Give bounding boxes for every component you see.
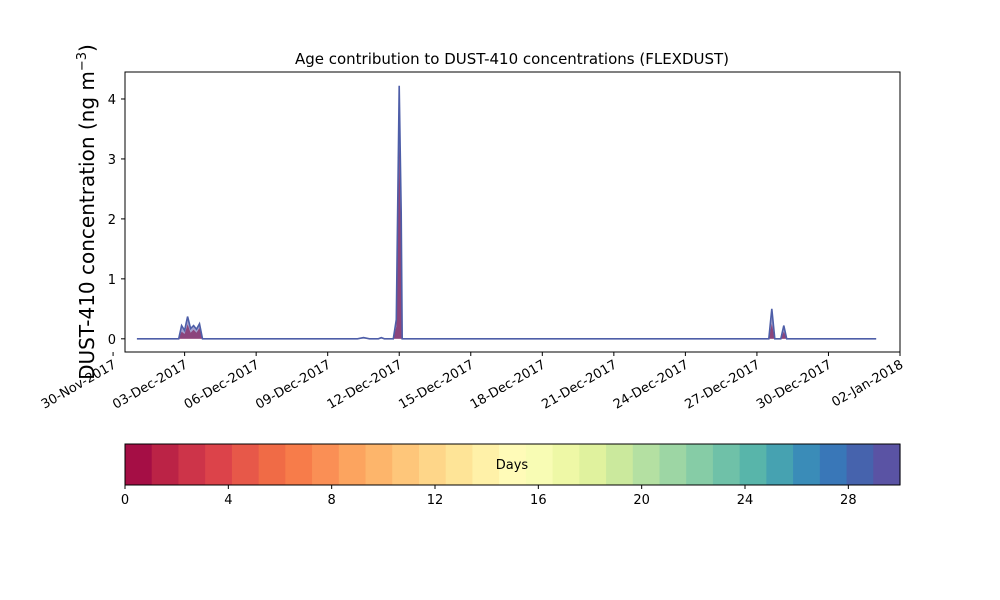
colorbar-segment xyxy=(739,444,767,485)
series-total-line xyxy=(136,85,877,340)
colorbar-segment xyxy=(819,444,848,485)
colorbar-frame xyxy=(124,443,901,486)
colorbar-tick-label: 12 xyxy=(427,493,444,508)
y-axis: 0 1 2 3 4 xyxy=(108,93,125,348)
colorbar-segment xyxy=(632,444,661,485)
axes-frame xyxy=(124,71,901,353)
colorbar-segment xyxy=(151,444,180,485)
y-axis-label: DUST-410 concentration (ng m−3) xyxy=(75,44,99,380)
colorbar-segment xyxy=(312,444,340,485)
y-tick-label: 0 xyxy=(108,333,116,348)
colorbar-segment xyxy=(499,444,527,485)
colorbar-label: Days xyxy=(496,458,529,473)
colorbar-segment xyxy=(205,444,233,485)
colorbar-segment xyxy=(392,444,420,485)
y-tick-label: 2 xyxy=(108,213,116,228)
colorbar-segment xyxy=(846,444,874,485)
colorbar-segment xyxy=(766,444,794,485)
colorbar-segment xyxy=(659,444,687,485)
plot-area xyxy=(124,71,901,353)
colorbar-segment xyxy=(472,444,500,485)
colorbar-segment xyxy=(125,444,153,485)
y-axis-label-main: DUST-410 concentration (ng m xyxy=(75,71,99,380)
chart-title: Age contribution to DUST-410 concentrati… xyxy=(295,50,729,68)
colorbar-segment xyxy=(418,444,447,485)
colorbar-tick-label: 28 xyxy=(840,493,857,508)
colorbar-segment xyxy=(712,444,741,485)
colorbar-segment xyxy=(338,444,367,485)
colorbar-segment xyxy=(793,444,821,485)
colorbar xyxy=(125,444,901,485)
colorbar-segment xyxy=(178,444,206,485)
y-tick-label: 4 xyxy=(108,93,116,108)
colorbar-segment xyxy=(231,444,260,485)
colorbar-segment xyxy=(606,444,634,485)
colorbar-segment xyxy=(258,444,286,485)
colorbar-tick-label: 4 xyxy=(224,493,232,508)
colorbar-tick-label: 24 xyxy=(737,493,754,508)
colorbar-segment xyxy=(873,444,901,485)
colorbar-segment xyxy=(285,444,313,485)
colorbar-tick-label: 16 xyxy=(530,493,547,508)
colorbar-tick-label: 0 xyxy=(121,493,129,508)
colorbar-segment xyxy=(686,444,714,485)
colorbar-segment xyxy=(445,444,474,485)
y-axis-label-close: ) xyxy=(75,44,99,52)
colorbar-tick-label: 8 xyxy=(328,493,336,508)
colorbar-segment xyxy=(552,444,580,485)
colorbar-segment xyxy=(579,444,607,485)
y-tick-label: 3 xyxy=(108,153,116,168)
y-tick-label: 1 xyxy=(108,273,116,288)
colorbar-segment xyxy=(365,444,393,485)
colorbar-axis: 0 4 8 12 16 20 24 28 xyxy=(121,485,857,508)
y-axis-label-superscript: −3 xyxy=(75,52,90,71)
colorbar-tick-label: 20 xyxy=(633,493,650,508)
colorbar-segment xyxy=(525,444,554,485)
